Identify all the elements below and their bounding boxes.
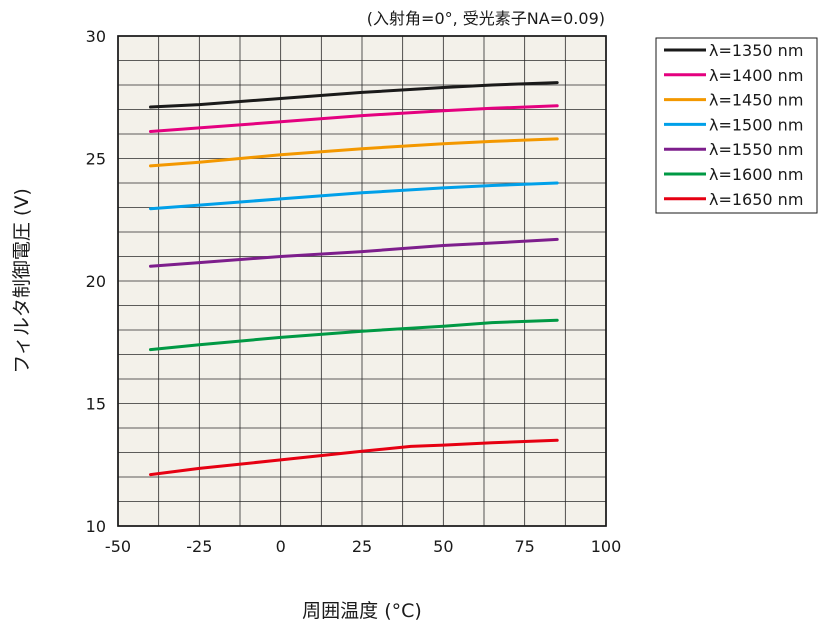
series-line-4	[149, 181, 559, 211]
y-axis-ticks: 10 15 20 25 30	[86, 27, 106, 536]
series-line-2	[149, 104, 559, 133]
x-tick-label: -50	[105, 537, 131, 556]
legend-label-2: λ=1400 nm	[709, 66, 803, 85]
chart-subtitle: (入射角=0°, 受光素子NA=0.09)	[367, 9, 605, 28]
x-tick-label: 50	[433, 537, 453, 556]
legend-label-4: λ=1500 nm	[709, 115, 803, 134]
series-line-7	[149, 438, 559, 477]
y-tick-label: 25	[86, 150, 106, 169]
legend-label-6: λ=1600 nm	[709, 165, 803, 184]
x-tick-label: 0	[276, 537, 286, 556]
x-tick-label: 75	[514, 537, 534, 556]
x-tick-label: 100	[591, 537, 622, 556]
y-tick-label: 20	[86, 272, 106, 291]
y-axis-title: フィルタ制御電圧 (V)	[11, 188, 33, 373]
legend-label-3: λ=1450 nm	[709, 91, 803, 110]
series-line-6	[149, 318, 559, 352]
legend-label-5: λ=1550 nm	[709, 140, 803, 159]
series-lines	[149, 81, 559, 477]
x-axis-title: 周囲温度 (°C)	[302, 600, 422, 622]
x-tick-label: -25	[186, 537, 212, 556]
legend: λ=1350 nm λ=1400 nm λ=1450 nm λ=1500 nm λ=15…	[655, 37, 818, 214]
y-tick-label: 10	[86, 517, 106, 536]
y-tick-label: 30	[86, 27, 106, 46]
plot-frame	[117, 35, 607, 527]
x-axis-ticks: -50 -25 0 25 50 75 100	[105, 537, 621, 556]
legend-label-1: λ=1350 nm	[709, 41, 803, 60]
legend-label-7: λ=1650 nm	[709, 190, 803, 209]
series-line-3	[149, 137, 559, 168]
series-line-5	[149, 237, 559, 268]
y-tick-label: 15	[86, 395, 106, 414]
x-tick-label: 25	[352, 537, 372, 556]
series-line-1	[149, 81, 559, 109]
